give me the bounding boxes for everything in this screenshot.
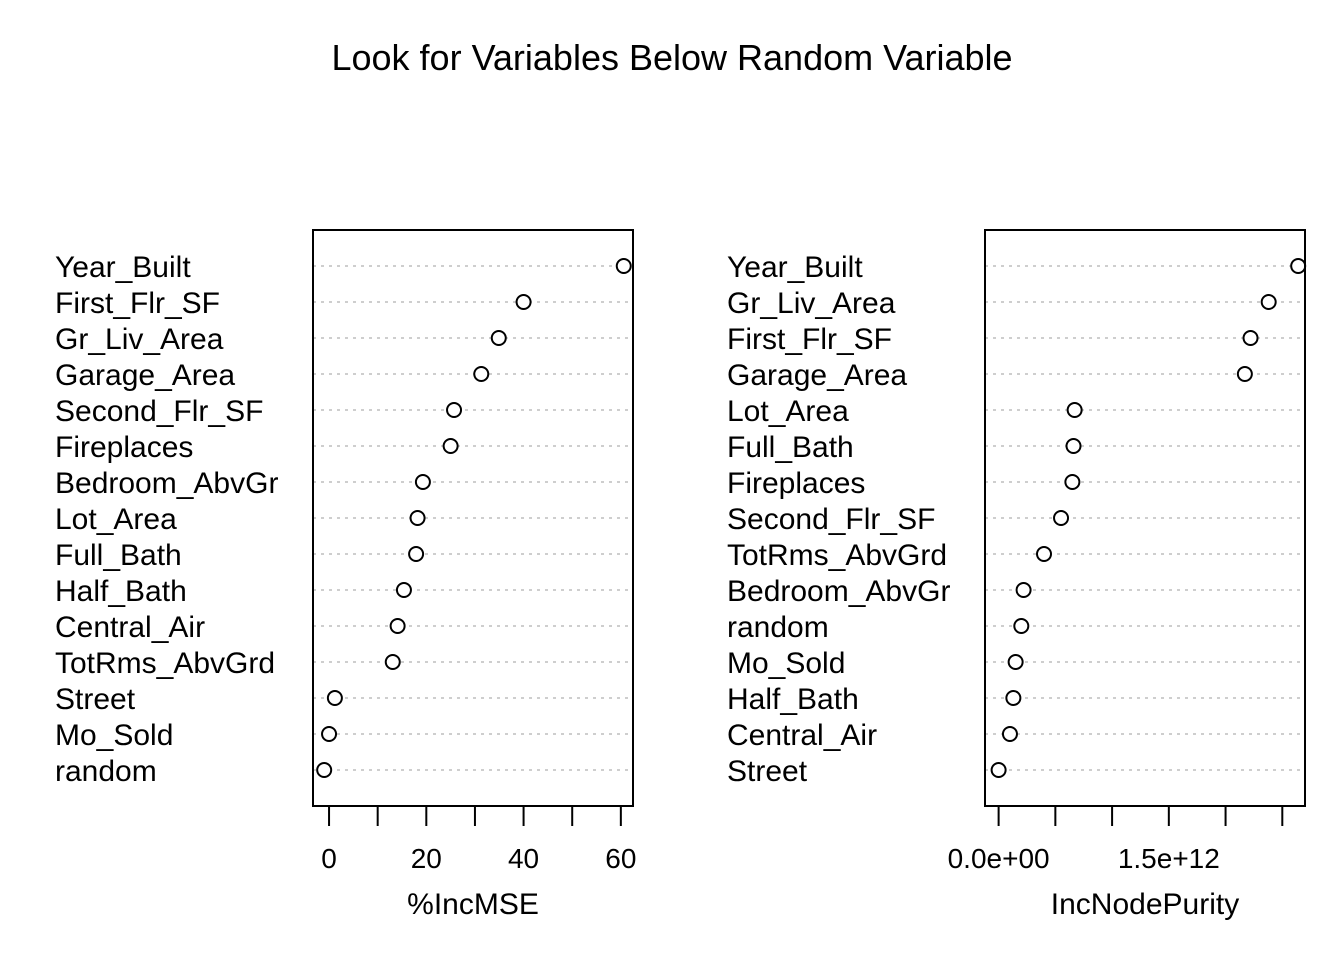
category-label: random	[727, 611, 829, 644]
data-point	[1290, 258, 1307, 274]
data-point	[1013, 618, 1030, 634]
category-label: Full_Bath	[55, 539, 182, 572]
category-label: Gr_Liv_Area	[727, 287, 896, 320]
data-point	[384, 654, 401, 670]
data-point	[1036, 546, 1053, 562]
category-label: Half_Bath	[727, 683, 859, 716]
category-label: Full_Bath	[727, 431, 854, 464]
category-label: Street	[55, 683, 136, 716]
category-label: TotRms_AbvGrd	[55, 647, 275, 680]
x-tick-label: 0	[321, 843, 337, 874]
data-point	[1064, 474, 1081, 490]
data-point	[1007, 654, 1024, 670]
data-point	[1242, 330, 1259, 346]
category-label: First_Flr_SF	[55, 287, 220, 320]
category-label: Gr_Liv_Area	[55, 323, 224, 356]
data-point	[442, 438, 459, 454]
data-point	[490, 330, 507, 346]
category-label: Fireplaces	[55, 431, 193, 464]
category-label: Bedroom_AbvGr	[727, 575, 950, 608]
category-label: Garage_Area	[55, 359, 235, 392]
category-label: Lot_Area	[55, 503, 177, 536]
data-point	[515, 294, 532, 310]
data-point	[1260, 294, 1277, 310]
category-label: Fireplaces	[727, 467, 865, 500]
data-point	[409, 510, 426, 526]
category-label: Bedroom_AbvGr	[55, 467, 278, 500]
category-label: Central_Air	[727, 719, 877, 752]
category-label: Half_Bath	[55, 575, 187, 608]
category-label: Lot_Area	[727, 395, 849, 428]
category-label: random	[55, 755, 157, 788]
x-tick-label: 0.0e+00	[948, 843, 1050, 874]
category-label: Second_Flr_SF	[727, 503, 935, 536]
category-label: TotRms_AbvGrd	[727, 539, 947, 572]
category-label: Mo_Sold	[55, 719, 173, 752]
data-point	[395, 582, 412, 598]
x-axis-title: %IncMSE	[407, 888, 539, 921]
data-point	[473, 366, 490, 382]
category-label: Year_Built	[727, 251, 863, 284]
chart-title: Look for Variables Below Random Variable	[331, 37, 1012, 78]
category-label: First_Flr_SF	[727, 323, 892, 356]
x-tick-label: 20	[411, 843, 442, 874]
category-label: Second_Flr_SF	[55, 395, 263, 428]
data-point	[389, 618, 406, 634]
data-point	[615, 258, 632, 274]
category-label: Garage_Area	[727, 359, 907, 392]
data-point	[1001, 726, 1018, 742]
data-point	[1236, 366, 1253, 382]
data-point	[446, 402, 463, 418]
data-point	[1005, 690, 1022, 706]
data-point	[1053, 510, 1070, 526]
category-label: Mo_Sold	[727, 647, 845, 680]
data-point	[1065, 438, 1082, 454]
x-tick-label: 1.5e+12	[1118, 843, 1220, 874]
data-point	[1066, 402, 1083, 418]
data-point	[321, 726, 338, 742]
category-label: Central_Air	[55, 611, 205, 644]
plot-frame	[984, 229, 1306, 807]
x-axis-title: IncNodePurity	[1051, 888, 1239, 921]
data-point	[326, 690, 343, 706]
data-point	[316, 762, 333, 778]
incmse-panel: Year_BuiltFirst_Flr_SFGr_Liv_AreaGarage_…	[55, 229, 636, 921]
x-tick-label: 60	[605, 843, 636, 874]
plot-frame	[312, 229, 634, 807]
x-tick-label: 40	[508, 843, 539, 874]
data-point	[990, 762, 1007, 778]
incnodepurity-panel: Year_BuiltGr_Liv_AreaFirst_Flr_SFGarage_…	[727, 229, 1307, 921]
category-label: Street	[727, 755, 808, 788]
data-point	[408, 546, 425, 562]
data-point	[414, 474, 431, 490]
data-point	[1015, 582, 1032, 598]
category-label: Year_Built	[55, 251, 191, 284]
